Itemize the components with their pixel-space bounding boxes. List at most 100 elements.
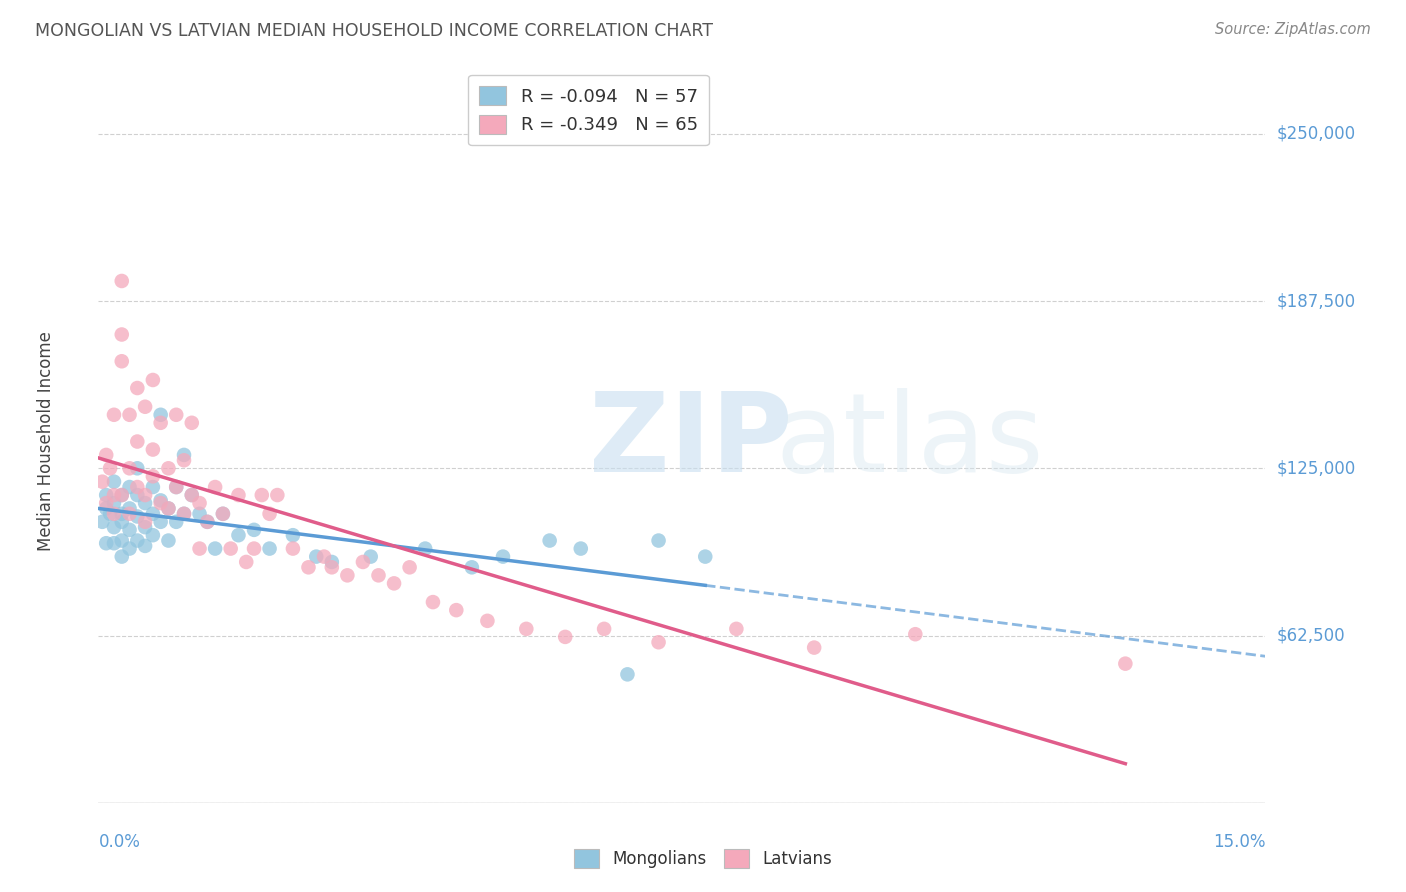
Point: [173, 453, 195, 467]
Point: [312, 549, 335, 564]
Text: $125,000: $125,000: [1277, 459, 1355, 477]
Point: [219, 541, 242, 556]
Point: [554, 630, 576, 644]
Text: $62,500: $62,500: [1277, 626, 1346, 645]
Point: [118, 507, 141, 521]
Point: [904, 627, 927, 641]
Point: [243, 523, 266, 537]
Point: [111, 533, 134, 548]
Point: [134, 400, 156, 414]
Point: [461, 560, 484, 574]
Point: [103, 507, 125, 521]
Point: [281, 541, 304, 556]
Text: 15.0%: 15.0%: [1213, 833, 1265, 851]
Point: [204, 541, 226, 556]
Point: [165, 515, 187, 529]
Point: [647, 635, 669, 649]
Text: Source: ZipAtlas.com: Source: ZipAtlas.com: [1215, 22, 1371, 37]
Point: [118, 480, 141, 494]
Point: [616, 667, 638, 681]
Point: [111, 327, 134, 342]
Point: [118, 523, 141, 537]
Point: [134, 488, 156, 502]
Point: [142, 528, 165, 542]
Text: Median Household Income: Median Household Income: [37, 332, 55, 551]
Point: [134, 520, 156, 534]
Point: [96, 488, 118, 502]
Text: ZIP: ZIP: [589, 388, 792, 495]
Point: [118, 541, 141, 556]
Point: [127, 461, 149, 475]
Point: [157, 501, 180, 516]
Point: [98, 507, 121, 521]
Point: [173, 507, 195, 521]
Point: [305, 549, 328, 564]
Point: [149, 493, 172, 508]
Point: [180, 488, 202, 502]
Point: [127, 480, 149, 494]
Point: [149, 416, 172, 430]
Point: [127, 381, 149, 395]
Point: [250, 488, 273, 502]
Point: [195, 515, 218, 529]
Point: [103, 475, 125, 489]
Point: [96, 536, 118, 550]
Point: [538, 533, 561, 548]
Point: [96, 496, 118, 510]
Point: [360, 549, 382, 564]
Point: [422, 595, 444, 609]
Point: [569, 541, 592, 556]
Point: [134, 515, 156, 529]
Text: 0.0%: 0.0%: [98, 833, 141, 851]
Text: atlas: atlas: [775, 388, 1043, 495]
Point: [336, 568, 359, 582]
Point: [188, 541, 211, 556]
Point: [228, 488, 250, 502]
Point: [593, 622, 616, 636]
Point: [127, 488, 149, 502]
Point: [515, 622, 537, 636]
Point: [243, 541, 266, 556]
Point: [204, 480, 226, 494]
Point: [149, 496, 172, 510]
Point: [281, 528, 304, 542]
Point: [195, 515, 218, 529]
Point: [212, 507, 235, 521]
Point: [352, 555, 374, 569]
Point: [118, 501, 141, 516]
Point: [127, 434, 149, 449]
Point: [803, 640, 825, 655]
Point: [321, 555, 343, 569]
Point: [367, 568, 389, 582]
Point: [96, 448, 118, 462]
Point: [1114, 657, 1136, 671]
Point: [142, 507, 165, 521]
Point: [111, 515, 134, 529]
Point: [103, 408, 125, 422]
Point: [382, 576, 405, 591]
Text: MONGOLIAN VS LATVIAN MEDIAN HOUSEHOLD INCOME CORRELATION CHART: MONGOLIAN VS LATVIAN MEDIAN HOUSEHOLD IN…: [35, 22, 713, 40]
Point: [188, 496, 211, 510]
Point: [134, 496, 156, 510]
Point: [103, 536, 125, 550]
Point: [165, 480, 187, 494]
Point: [127, 509, 149, 524]
Point: [259, 541, 281, 556]
Point: [297, 560, 319, 574]
Point: [118, 461, 141, 475]
Point: [212, 507, 235, 521]
Point: [259, 507, 281, 521]
Point: [173, 507, 195, 521]
Point: [142, 480, 165, 494]
Point: [647, 533, 669, 548]
Point: [96, 501, 118, 516]
Point: [157, 461, 180, 475]
Legend: Mongolians, Latvians: Mongolians, Latvians: [568, 843, 838, 875]
Point: [477, 614, 499, 628]
Point: [157, 501, 180, 516]
Point: [111, 549, 134, 564]
Point: [149, 515, 172, 529]
Point: [111, 507, 134, 521]
Point: [91, 475, 114, 489]
Point: [266, 488, 288, 502]
